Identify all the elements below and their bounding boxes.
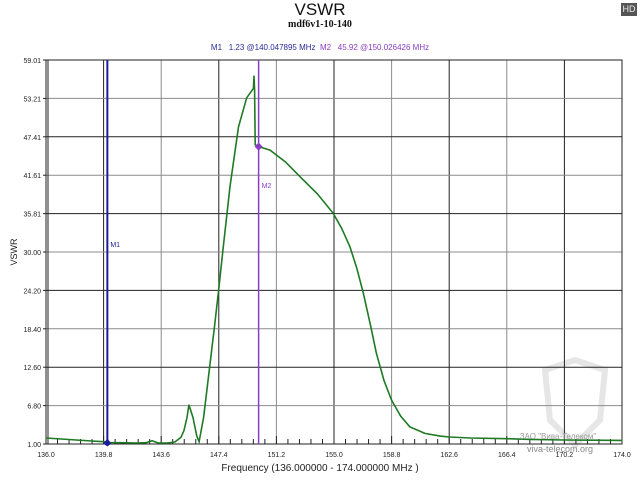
m1-readout-label: M1 (210, 43, 223, 52)
marker-label-m1: M1 (110, 242, 120, 249)
data-point (316, 193, 318, 195)
y-tick-label: 47.41 (23, 135, 41, 142)
data-point (45, 437, 47, 439)
m2-readout-value: 45.92 @150.026426 MHz (337, 43, 430, 52)
data-point (563, 439, 566, 441)
data-point (60, 438, 62, 440)
watermark-company: ЗАО "Вива-Телеком" (520, 432, 597, 441)
data-point (229, 185, 231, 188)
x-tick-label: 174.0 (613, 452, 631, 459)
data-point (209, 365, 211, 368)
data-point (217, 292, 219, 294)
y-tick-label: 35.81 (23, 212, 41, 219)
data-point (269, 149, 271, 151)
data-point (237, 126, 240, 128)
x-tick-label: 166.4 (498, 452, 516, 459)
x-tick-label: 143.6 (152, 452, 170, 459)
data-point (299, 175, 301, 178)
y-tick-label: 12.60 (23, 365, 41, 372)
data-point (621, 439, 623, 441)
data-point (439, 435, 441, 437)
x-axis-label: Frequency (136.000000 - 174.000000 MHz ) (221, 463, 418, 474)
data-point (121, 442, 123, 444)
watermark-url: viva-telecom.org (527, 444, 593, 454)
data-point (166, 442, 168, 444)
y-tick-label: 18.40 (23, 327, 41, 334)
plot-frame (45, 59, 623, 445)
y-tick-label: 30.00 (23, 250, 41, 257)
data-point (145, 442, 147, 444)
chart-subtitle: mdf6v1-10-140 (288, 19, 352, 30)
data-point (253, 75, 255, 77)
data-point (253, 89, 256, 91)
data-point (186, 416, 188, 419)
data-point (340, 227, 343, 229)
marker-point-m2 (254, 142, 263, 151)
data-point (409, 426, 411, 428)
data-point (356, 267, 358, 269)
data-point (252, 87, 254, 90)
x-tick-label: 139.8 (95, 452, 113, 459)
y-tick-label: 1.00 (27, 442, 41, 449)
data-point (157, 442, 159, 444)
data-point (90, 440, 93, 442)
data-point (75, 439, 77, 441)
x-tick-label: 162.6 (440, 452, 458, 459)
marker-label-m2: M2 (262, 183, 272, 190)
data-point (530, 438, 532, 440)
data-point (332, 212, 334, 214)
data-point (192, 416, 194, 419)
marker-point-m1 (103, 438, 112, 447)
m2-readout-label: M2 (320, 43, 332, 52)
data-point (254, 144, 256, 146)
hd-badge[interactable]: HD (621, 3, 637, 16)
data-point (103, 441, 105, 443)
data-point (213, 327, 215, 329)
data-point (180, 436, 182, 438)
data-point (222, 246, 224, 248)
chart-title: VSWR (294, 0, 346, 19)
y-axis-label: VSWR (9, 238, 19, 266)
data-point (369, 324, 371, 326)
data-point (188, 404, 190, 406)
data-point (136, 442, 138, 444)
x-tick-label: 158.8 (383, 452, 401, 459)
data-point (183, 430, 185, 432)
x-tick-label: 136.0 (37, 452, 55, 459)
data-point (391, 399, 393, 401)
data-point (591, 439, 593, 441)
data-point (375, 352, 378, 354)
data-point (362, 292, 364, 294)
x-tick-label: 170.2 (556, 452, 574, 459)
data-point (284, 161, 287, 163)
marker-readout: M1 1.23 @140.047895 MHz M2 45.92 @150.02… (0, 43, 640, 52)
data-point (198, 441, 200, 443)
x-tick-label: 155.0 (325, 452, 343, 459)
data-point (246, 97, 248, 99)
data-point (151, 440, 153, 442)
m1-readout-value: 1.23 @140.047895 MHz (228, 43, 316, 52)
data-point (424, 432, 426, 435)
x-tick-label: 147.4 (210, 452, 228, 459)
y-tick-label: 59.01 (23, 58, 41, 65)
y-tick-label: 6.80 (27, 404, 41, 411)
y-tick-label: 41.61 (23, 173, 41, 180)
watermark-shield-icon (541, 356, 609, 450)
data-point (383, 379, 385, 382)
data-point (203, 416, 205, 419)
y-tick-label: 24.20 (23, 288, 41, 295)
data-point (349, 246, 351, 248)
data-point (469, 437, 472, 439)
y-tick-label: 53.21 (23, 96, 41, 103)
data-point (506, 438, 508, 440)
data-point (400, 415, 402, 417)
data-point (448, 436, 450, 438)
x-tick-label: 151.2 (268, 452, 286, 459)
data-point (196, 435, 198, 437)
data-point (174, 441, 176, 443)
